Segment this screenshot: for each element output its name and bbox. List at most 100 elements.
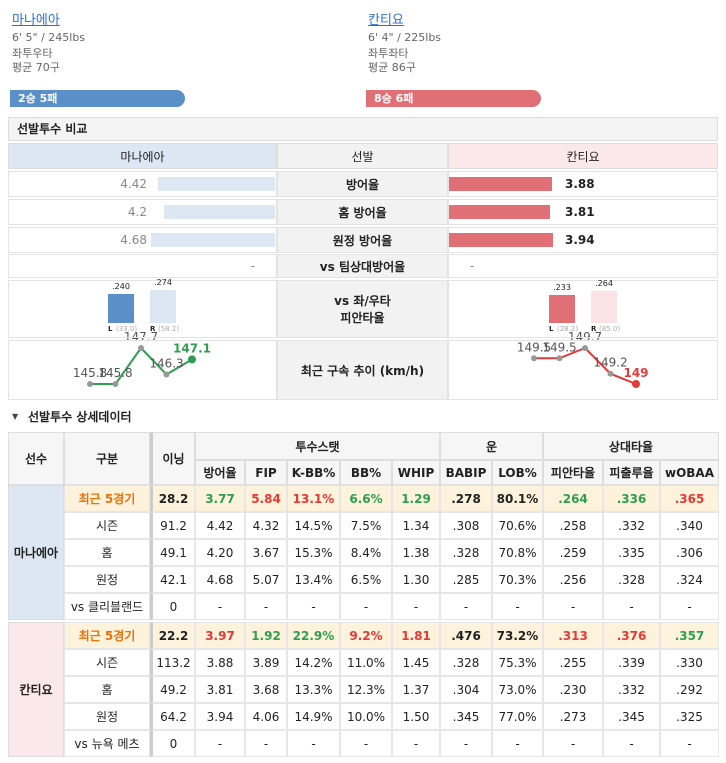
velocity-point [582, 345, 588, 351]
stat-cell: 80.1% [492, 485, 543, 512]
stat-cell: - [287, 593, 340, 620]
split-label: .264 [595, 279, 613, 289]
table-header: BABIP [440, 460, 492, 485]
row-type: 홈 [64, 676, 150, 703]
left-value: - [250, 259, 255, 273]
stat-cell: .230 [543, 676, 603, 703]
bar [150, 233, 275, 247]
velocity-label: 149.5 [517, 340, 551, 354]
pitcher-name[interactable]: 마나에아 [12, 13, 60, 28]
row-cell [8, 199, 277, 225]
stat-cell: 73.0% [492, 676, 543, 703]
pitcher-name[interactable]: 칸티요 [368, 13, 404, 28]
stat-cell: 15.3% [287, 539, 340, 566]
split-pct: (58.2) [158, 325, 180, 333]
row-type: 시즌 [64, 512, 150, 539]
stat-cell: .255 [543, 649, 603, 676]
row-type: 시즌 [64, 649, 150, 676]
table-header: 피안타율 [543, 460, 603, 485]
record-pill: 8승 6패 [366, 90, 541, 107]
stat-cell: - [440, 593, 492, 620]
stat-cell: - [603, 593, 660, 620]
stat-cell: .313 [543, 622, 603, 649]
bar [449, 233, 554, 247]
split-pct: (33.0) [116, 325, 138, 333]
velocity-label: 147.1 [173, 341, 211, 355]
velocity-label: 149 [623, 366, 648, 380]
row-cell [8, 254, 277, 278]
toggle-icon[interactable]: ▼ [12, 412, 19, 421]
table-header: 이닝 [150, 432, 195, 485]
stat-cell: 64.2 [150, 703, 195, 730]
stat-cell: 4.06 [245, 703, 287, 730]
velocity-point [163, 371, 170, 378]
stat-cell: 75.3% [492, 649, 543, 676]
velocity-point [112, 381, 119, 387]
stat-cell: 1.38 [392, 539, 440, 566]
stat-cell: .324 [660, 566, 719, 593]
stat-cell: .264 [543, 485, 603, 512]
stat-cell: 0 [150, 730, 195, 757]
stat-cell: 22.2 [150, 622, 195, 649]
stat-cell: 73.2% [492, 622, 543, 649]
velocity-point [531, 355, 537, 362]
pitcher-hand: 좌투우타 [12, 47, 53, 60]
stat-cell: 0 [150, 593, 195, 620]
stat-cell: 1.34 [392, 512, 440, 539]
stat-cell: .340 [660, 512, 719, 539]
row-type: 원정 [64, 703, 150, 730]
stat-cell: 22.9% [287, 622, 340, 649]
stat-cell: .258 [543, 512, 603, 539]
stat-cell: - [245, 593, 287, 620]
stat-cell: 13.1% [287, 485, 340, 512]
row-cell [8, 227, 277, 253]
split-bar [549, 295, 575, 323]
stat-cell: 49.2 [150, 676, 195, 703]
split-side: L [108, 325, 113, 333]
stat-cell: 14.9% [287, 703, 340, 730]
stat-cell: - [543, 730, 603, 757]
right-value: 3.81 [565, 205, 595, 219]
velocity-point [188, 355, 196, 364]
stat-cell: 1.45 [392, 649, 440, 676]
stat-cell: 4.42 [195, 512, 245, 539]
stat-cell: 13.4% [287, 566, 340, 593]
comparison-header: 선발 [277, 143, 448, 169]
stat-cell: 5.84 [245, 485, 287, 512]
stat-cell: 3.88 [195, 649, 245, 676]
row-label: 방어율 [277, 171, 448, 197]
stat-cell: .304 [440, 676, 492, 703]
stat-cell: - [492, 593, 543, 620]
right-value: 3.94 [565, 233, 595, 247]
row-cell [448, 280, 718, 338]
stat-cell: .376 [603, 622, 660, 649]
stat-cell: 1.92 [245, 622, 287, 649]
stat-cell: - [392, 730, 440, 757]
stat-cell: 1.50 [392, 703, 440, 730]
split-bar [108, 294, 134, 323]
stat-cell: - [195, 730, 245, 757]
stat-cell: 6.5% [340, 566, 392, 593]
split-pct: (85.0) [599, 325, 621, 333]
stat-cell: .285 [440, 566, 492, 593]
record-pill: 2승 5패 [10, 90, 185, 107]
split-label: .274 [154, 278, 172, 288]
stat-cell: 8.4% [340, 539, 392, 566]
stat-cell: 70.8% [492, 539, 543, 566]
stat-cell: - [340, 593, 392, 620]
stat-cell: .278 [440, 485, 492, 512]
stat-cell: - [392, 593, 440, 620]
velocity-label: 145.8 [73, 366, 107, 380]
right-value: 3.88 [565, 177, 595, 191]
split-bar [591, 291, 617, 323]
stat-cell: 42.1 [150, 566, 195, 593]
stat-cell: .256 [543, 566, 603, 593]
table-group-header: 상대타율 [543, 432, 719, 460]
table-group-header: 운 [440, 432, 543, 460]
table-header: LOB% [492, 460, 543, 485]
label-line: vs 좌/우타 [334, 294, 391, 308]
stat-cell: .365 [660, 485, 719, 512]
row-cell [448, 199, 718, 225]
stat-cell: .259 [543, 539, 603, 566]
stat-cell: - [245, 730, 287, 757]
